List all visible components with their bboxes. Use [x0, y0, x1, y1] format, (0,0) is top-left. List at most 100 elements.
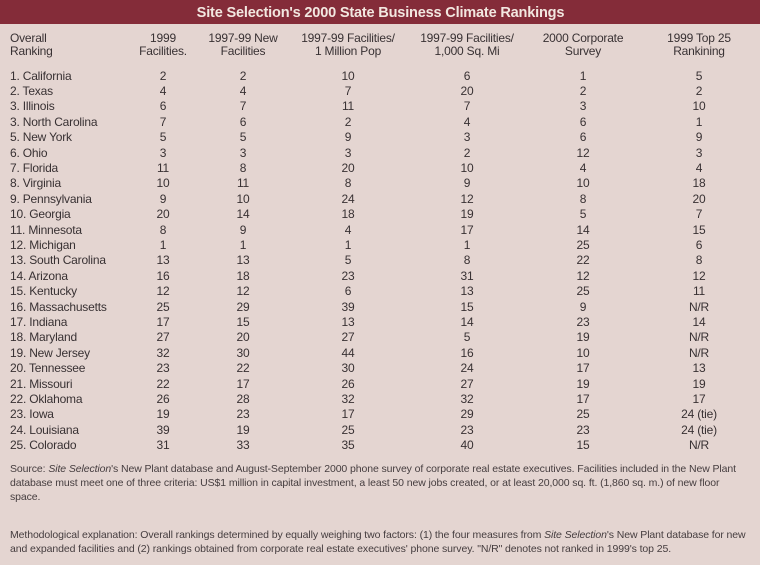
value-cell: 10	[341, 68, 355, 83]
state-cell: 11. Minnesota	[10, 222, 82, 237]
table-row: 6. Ohio 3 3 3 2 12 3	[0, 145, 760, 160]
value-cell: N/R	[688, 299, 710, 314]
table-row: 17. Indiana 17 15 13 14 23 14	[0, 314, 760, 329]
value-cell: N/R	[688, 330, 710, 345]
table-header: Overall Ranking 1999 Facilities. 1997-99…	[0, 26, 760, 68]
value-cell: 22	[156, 376, 170, 391]
value-cell: 27	[341, 330, 355, 345]
value-cell: 6	[579, 130, 587, 145]
value-cell: 6	[695, 237, 703, 252]
value-cell: 25	[576, 407, 590, 422]
value-cell: 1	[463, 237, 471, 252]
value-cell: 14	[576, 222, 590, 237]
source-text: 's New Plant database and August-Septemb…	[10, 462, 736, 503]
value-cell: 8	[344, 176, 352, 191]
value-cell: 3	[579, 99, 587, 114]
value-cell: 20	[460, 84, 474, 99]
value-cell: 15	[236, 314, 250, 329]
value-cell: 11	[692, 284, 706, 299]
value-cell: 19	[156, 407, 170, 422]
value-cell: 30	[236, 345, 250, 360]
value-cell: 1	[695, 114, 703, 129]
state-cell: 10. Georgia	[10, 207, 71, 222]
value-cell: 17	[236, 376, 250, 391]
value-cell: 12	[236, 284, 250, 299]
value-cell: 12	[576, 268, 590, 283]
value-cell: 20	[341, 161, 355, 176]
value-cell: 2	[579, 84, 587, 99]
state-cell: 3. Illinois	[10, 99, 55, 114]
header-line: Facilities	[220, 44, 266, 58]
value-cell: 32	[460, 391, 474, 406]
value-cell: 9	[463, 176, 471, 191]
value-cell: 27	[460, 376, 474, 391]
value-cell: 12	[692, 268, 706, 283]
value-cell: 11	[236, 176, 250, 191]
table-row: 23. Iowa 19 23 17 29 25 24 (tie)	[0, 407, 760, 422]
value-cell: 10	[692, 99, 706, 114]
value-cell: 24	[341, 191, 355, 206]
state-cell: 8. Virginia	[10, 176, 61, 191]
state-cell: 12. Michigan	[10, 237, 76, 252]
header-line: 2000 Corporate	[542, 31, 624, 45]
value-cell: 9	[239, 222, 247, 237]
header-corporate-survey: 2000 Corporate Survey	[528, 26, 638, 68]
table-row: 16. Massachusetts 25 29 39 15 9 N/R	[0, 299, 760, 314]
table-row: 22. Oklahoma 26 28 32 32 17 17	[0, 391, 760, 406]
value-cell: 22	[236, 361, 250, 376]
rankings-table: Overall Ranking 1999 Facilities. 1997-99…	[0, 26, 760, 453]
value-cell: 9	[344, 130, 352, 145]
state-cell: 19. New Jersey	[10, 345, 90, 360]
header-1999-facilities: 1999 Facilities.	[130, 26, 196, 68]
value-cell: 4	[579, 161, 587, 176]
value-cell: 1	[344, 237, 352, 252]
value-cell: 23	[460, 422, 474, 437]
value-cell: 11	[341, 99, 355, 114]
value-cell: 23	[576, 314, 590, 329]
value-cell: 3	[463, 130, 471, 145]
value-cell: 26	[156, 391, 170, 406]
table-row: 2. Texas 4 4 7 20 2 2	[0, 83, 760, 98]
value-cell: 5	[695, 68, 703, 83]
header-facilities-per-sq-mi: 1997-99 Facilities/ 1,000 Sq. Mi	[406, 26, 528, 68]
table-row: 18. Maryland 27 20 27 5 19 N/R	[0, 330, 760, 345]
value-cell: 4	[239, 84, 247, 99]
header-new-facilities: 1997-99 New Facilities	[196, 26, 290, 68]
value-cell: 13	[692, 361, 706, 376]
value-cell: 7	[159, 114, 167, 129]
value-cell: 39	[341, 299, 355, 314]
value-cell: 5	[159, 130, 167, 145]
value-cell: 20	[236, 330, 250, 345]
value-cell: 12	[576, 145, 590, 160]
value-cell: 2	[159, 68, 167, 83]
value-cell: 2	[463, 145, 471, 160]
header-row: Overall Ranking 1999 Facilities. 1997-99…	[0, 26, 760, 68]
value-cell: 4	[463, 114, 471, 129]
value-cell: 13	[460, 284, 474, 299]
value-cell: 10	[576, 176, 590, 191]
title-bar: Site Selection's 2000 State Business Cli…	[0, 0, 760, 24]
value-cell: 30	[341, 361, 355, 376]
methodology-prefix: Methodological explanation: Overall rank…	[10, 528, 545, 541]
value-cell: 19	[692, 376, 706, 391]
table-row: 1. California 2 2 10 6 1 5	[0, 68, 760, 83]
value-cell: 10	[460, 161, 474, 176]
value-cell: 8	[695, 253, 703, 268]
state-cell: 7. Florida	[10, 161, 59, 176]
header-line: Survey	[564, 44, 602, 58]
table-row: 13. South Carolina 13 13 5 8 22 8	[0, 253, 760, 268]
value-cell: 25	[576, 237, 590, 252]
value-cell: 6	[579, 114, 587, 129]
table-row: 20. Tennessee 23 22 30 24 17 13	[0, 360, 760, 375]
value-cell: 7	[239, 99, 247, 114]
table-row: 7. Florida 11 8 20 10 4 4	[0, 160, 760, 175]
value-cell: 18	[236, 268, 250, 283]
value-cell: 20	[156, 207, 170, 222]
value-cell: 18	[692, 176, 706, 191]
value-cell: 1	[159, 237, 167, 252]
value-cell: 6	[159, 99, 167, 114]
value-cell: 17	[460, 222, 474, 237]
value-cell: 17	[341, 407, 355, 422]
value-cell: 13	[156, 253, 170, 268]
